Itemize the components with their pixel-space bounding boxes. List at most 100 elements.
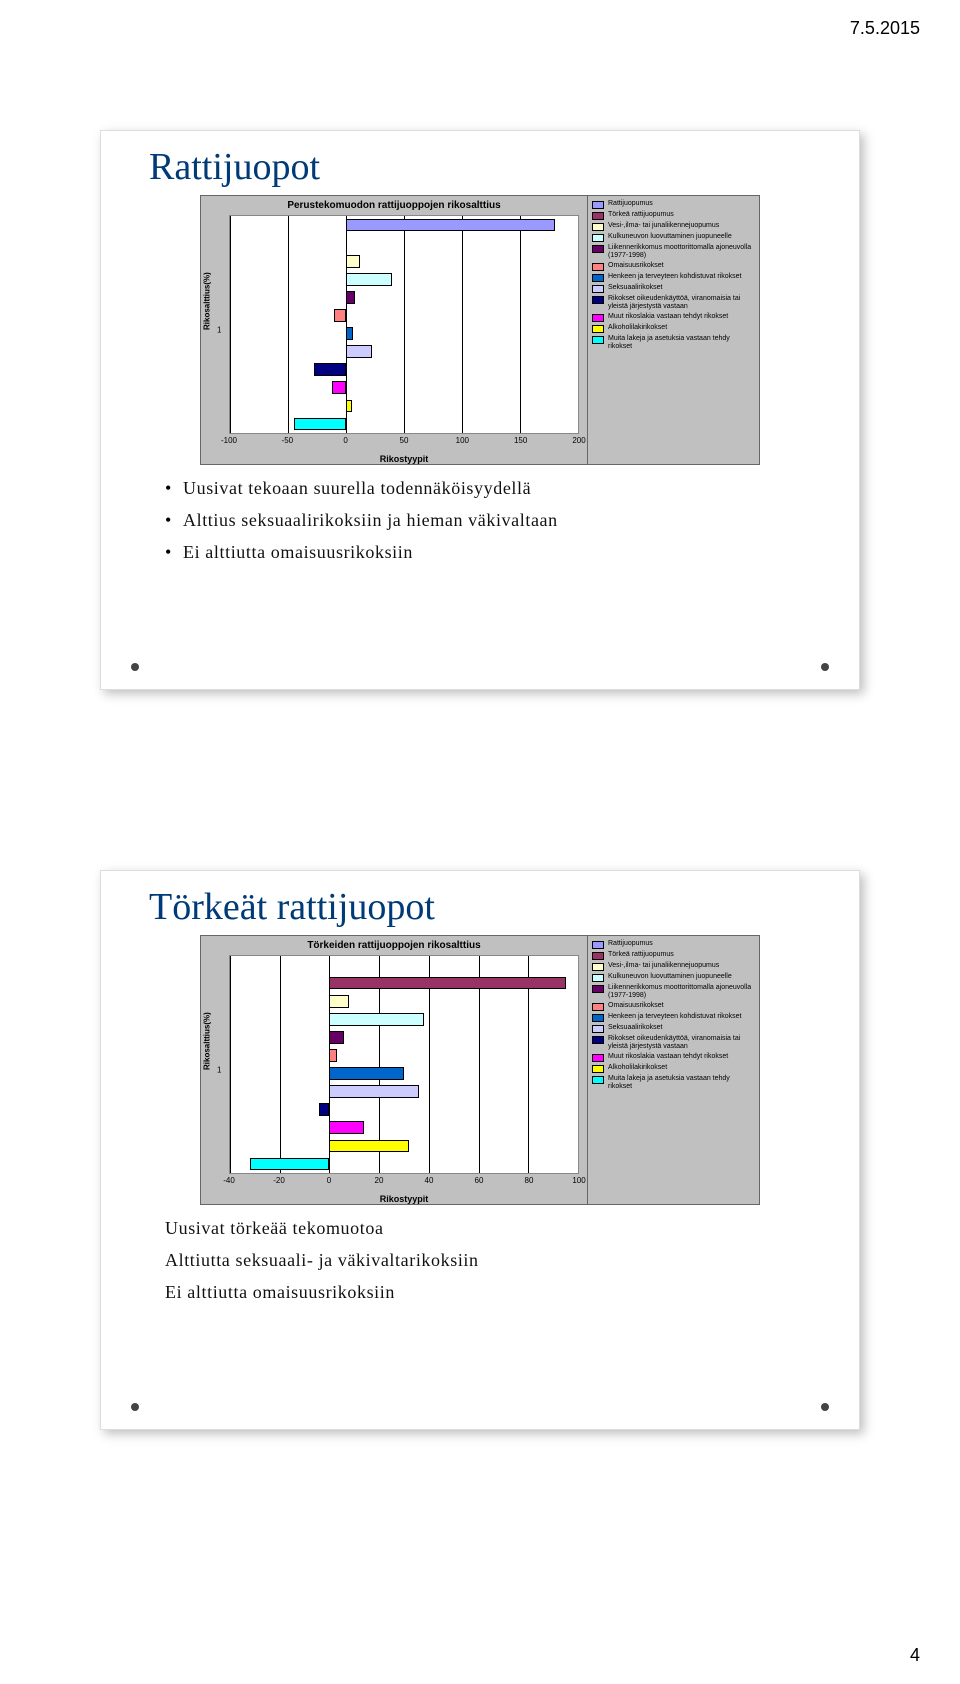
x-tick-label: 20 [375, 1176, 384, 1185]
chart-bar [346, 291, 355, 304]
chart-1-title: Perustekomuodon rattijuoppojen rikosaltt… [201, 196, 587, 213]
legend-item: Henkeen ja terveyteen kohdistuvat rikoks… [592, 1013, 755, 1022]
legend-swatch [592, 1065, 604, 1073]
grid-line [520, 216, 521, 433]
chart-bar [334, 309, 346, 322]
legend-item: Rikokset oikeudenkäyttöä, viranomaisia t… [592, 295, 755, 311]
legend-label: Rikokset oikeudenkäyttöä, viranomaisia t… [608, 1035, 755, 1051]
legend-item: Vesi-,ilma- tai junaliikennejuopumus [592, 222, 755, 231]
slide-2-title: Törkeät rattijuopot [149, 885, 859, 929]
legend-item: Rikokset oikeudenkäyttöä, viranomaisia t… [592, 1035, 755, 1051]
legend-swatch [592, 1076, 604, 1084]
chart-bar [332, 381, 346, 394]
x-tick-label: 60 [475, 1176, 484, 1185]
legend-swatch [592, 941, 604, 949]
chart-2-ytick: 1 [217, 1066, 221, 1075]
decorative-dot [131, 1403, 139, 1411]
legend-swatch [592, 296, 604, 304]
legend-swatch [592, 963, 604, 971]
legend-item: Kulkuneuvon luovuttaminen juopuneelle [592, 233, 755, 242]
x-tick-label: -20 [273, 1176, 285, 1185]
legend-label: Omaisuusrikokset [608, 262, 755, 270]
decorative-dot [131, 663, 139, 671]
bullet-item: Alttiutta seksuaali- ja väkivaltarikoksi… [165, 1247, 829, 1275]
legend-label: Vesi-,ilma- tai junaliikennejuopumus [608, 962, 755, 970]
chart-2-legend: Rattijuopumus Törkeä rattijuopumus Vesi-,i… [587, 936, 759, 1204]
slide-1-bullets: Uusivat tekoaan suurella todennäköisyyde… [165, 475, 829, 567]
legend-swatch [592, 285, 604, 293]
chart-bar [329, 1140, 409, 1153]
decorative-dot [821, 663, 829, 671]
chart-2: Rikosalttius(%) 1 Törkeiden rattijuoppoj… [200, 935, 760, 1205]
legend-swatch [592, 1054, 604, 1062]
chart-1-legend: Rattijuopumus Törkeä rattijuopumus Vesi-,i… [587, 196, 759, 464]
legend-label: Törkeä rattijuopumus [608, 211, 755, 219]
grid-line [230, 216, 231, 433]
legend-swatch [592, 223, 604, 231]
legend-label: Rikokset oikeudenkäyttöä, viranomaisia t… [608, 295, 755, 311]
legend-label: Muita lakeja ja asetuksia vastaan tehdy … [608, 1075, 755, 1091]
bullet-item: Ei alttiutta omaisuusrikoksiin [165, 539, 829, 567]
x-tick-label: 50 [400, 436, 409, 445]
chart-bar [346, 219, 555, 232]
legend-item: Muita lakeja ja asetuksia vastaan tehdy … [592, 1075, 755, 1091]
bullet-item: Ei alttiutta omaisuusrikoksiin [165, 1279, 829, 1307]
legend-item: Alkoholilakirikokset [592, 324, 755, 333]
legend-item: Muita lakeja ja asetuksia vastaan tehdy … [592, 335, 755, 351]
legend-swatch [592, 974, 604, 982]
grid-line [288, 216, 289, 433]
legend-swatch [592, 201, 604, 209]
legend-label: Seksuaalirikokset [608, 284, 755, 292]
chart-bar [319, 1103, 329, 1116]
slide-panel-1: Rattijuopot Rikosalttius(%) 1 Perustekom… [100, 130, 860, 690]
legend-swatch [592, 336, 604, 344]
chart-bar [329, 1031, 344, 1044]
chart-bar [329, 995, 349, 1008]
legend-label: Rattijuopumus [608, 200, 755, 208]
slide-panel-2: Törkeät rattijuopot Rikosalttius(%) 1 Tö… [100, 870, 860, 1430]
chart-1-ylabel: Rikosalttius(%) [203, 272, 212, 330]
legend-item: Rattijuopumus [592, 940, 755, 949]
legend-swatch [592, 314, 604, 322]
bullet-item: Alttius seksuaalirikoksiin ja hieman väk… [165, 507, 829, 535]
legend-item: Rattijuopumus [592, 200, 755, 209]
chart-1-xaxis: Rikostyypit -100-50050100150200 [229, 436, 579, 464]
legend-label: Seksuaalirikokset [608, 1024, 755, 1032]
legend-label: Liikennerikkomus moottorittomalla ajoneu… [608, 984, 755, 1000]
legend-label: Kulkuneuvon luovuttaminen juopuneelle [608, 973, 755, 981]
legend-swatch [592, 1036, 604, 1044]
legend-label: Rattijuopumus [608, 940, 755, 948]
legend-label: Liikennerikkomus moottorittomalla ajoneu… [608, 244, 755, 260]
legend-item: Muut rikoslakia vastaan tehdyt rikokset [592, 313, 755, 322]
legend-label: Muut rikoslakia vastaan tehdyt rikokset [608, 1053, 755, 1061]
legend-swatch [592, 274, 604, 282]
x-tick-label: 40 [425, 1176, 434, 1185]
chart-bar [329, 1121, 364, 1134]
legend-item: Kulkuneuvon luovuttaminen juopuneelle [592, 973, 755, 982]
chart-bar [314, 363, 346, 376]
bullet-item: Uusivat törkeää tekomuotoa [165, 1215, 829, 1243]
legend-item: Vesi-,ilma- tai junaliikennejuopumus [592, 962, 755, 971]
legend-item: Seksuaalirikokset [592, 284, 755, 293]
legend-swatch [592, 1025, 604, 1033]
x-tick-label: 100 [572, 1176, 585, 1185]
legend-label: Kulkuneuvon luovuttaminen juopuneelle [608, 233, 755, 241]
legend-label: Muita lakeja ja asetuksia vastaan tehdy … [608, 335, 755, 351]
legend-label: Alkoholilakirikokset [608, 324, 755, 332]
x-tick-label: 0 [343, 436, 347, 445]
chart-bar [346, 273, 392, 286]
legend-label: Törkeä rattijuopumus [608, 951, 755, 959]
legend-item: Liikennerikkomus moottorittomalla ajoneu… [592, 984, 755, 1000]
legend-item: Alkoholilakirikokset [592, 1064, 755, 1073]
decorative-dot [821, 1403, 829, 1411]
grid-line [230, 956, 231, 1173]
chart-bar [346, 345, 372, 358]
chart-bar [329, 1049, 336, 1062]
grid-line [462, 216, 463, 433]
legend-item: Liikennerikkomus moottorittomalla ajoneu… [592, 244, 755, 260]
chart-bar [294, 418, 346, 431]
x-tick-label: 200 [572, 436, 585, 445]
legend-label: Omaisuusrikokset [608, 1002, 755, 1010]
bullet-item: Uusivat tekoaan suurella todennäköisyyde… [165, 475, 829, 503]
x-tick-label: 100 [456, 436, 469, 445]
